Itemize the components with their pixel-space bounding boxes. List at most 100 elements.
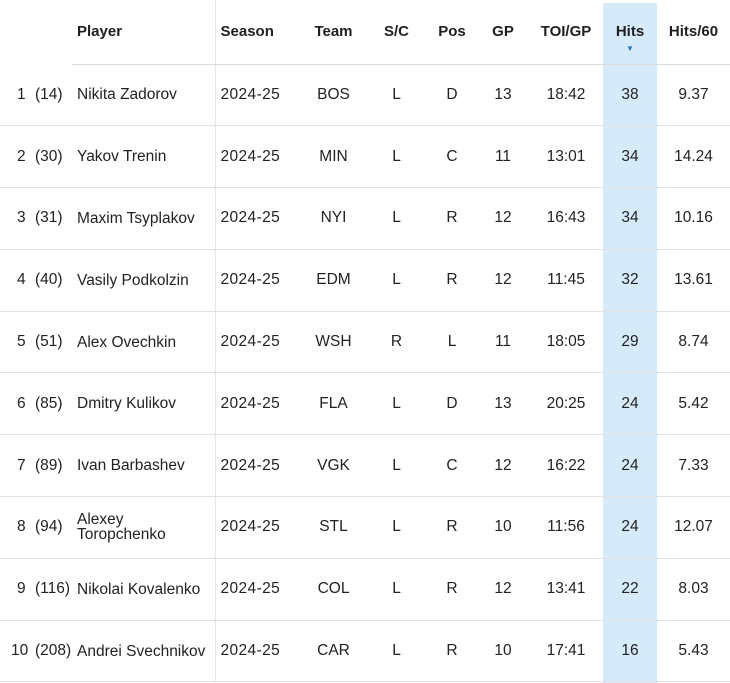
table-row[interactable]: 10 (208) Andrei Svechnikov 2024-25 CAR L R 10 17… [0, 620, 730, 683]
season-cell: 2024-25 [215, 187, 301, 250]
team-cell: MIN [301, 125, 366, 189]
header-shoots-catches[interactable]: S/C [366, 0, 427, 65]
header-games-played[interactable]: GP [477, 0, 529, 65]
team-cell: BOS [301, 64, 366, 127]
team-cell: COL [301, 558, 366, 621]
rank-cell: 4 [0, 249, 35, 312]
position-cell: D [427, 64, 477, 127]
previous-rank-cell: (31) [35, 187, 72, 250]
toi-per-gp-cell: 17:41 [529, 620, 603, 683]
header-team[interactable]: Team [301, 0, 366, 65]
season-cell: 2024-25 [215, 496, 301, 559]
hits-per-60-cell: 13.61 [657, 249, 730, 312]
shoots-catches-cell: L [366, 249, 427, 312]
table-row[interactable]: 5 (51) Alex Ovechkin 2024-25 WSH R L 11 18:05 29 8… [0, 311, 730, 374]
hits-cell: 24 [603, 434, 657, 498]
games-played-cell: 10 [477, 496, 529, 559]
team-cell: VGK [301, 434, 366, 498]
shoots-catches-cell: R [366, 311, 427, 374]
toi-per-gp-cell: 13:41 [529, 558, 603, 621]
hits-cell: 32 [603, 249, 657, 312]
table-row[interactable]: 8 (94) Alexey Toropchenko 2024-25 STL L R 10 11:… [0, 496, 730, 559]
hits-per-60-cell: 5.43 [657, 620, 730, 683]
header-season[interactable]: Season [215, 0, 301, 65]
player-name-cell[interactable]: Alex Ovechkin [72, 311, 216, 374]
table-row[interactable]: 9 (116) Nikolai Kovalenko 2024-25 COL L R 12 13:… [0, 558, 730, 621]
hits-cell: 29 [603, 311, 657, 374]
games-played-cell: 12 [477, 558, 529, 621]
header-hits[interactable]: Hits ▼ [603, 0, 657, 65]
position-cell: R [427, 187, 477, 250]
table-row[interactable]: 4 (40) Vasily Podkolzin 2024-25 EDM L R 12 11:45… [0, 249, 730, 312]
hits-per-60-cell: 8.74 [657, 311, 730, 374]
team-cell: EDM [301, 249, 366, 312]
table-row[interactable]: 6 (85) Dmitry Kulikov 2024-25 FLA L D 13 20:25 24… [0, 372, 730, 436]
header-rank [0, 0, 35, 64]
header-previous-rank [35, 0, 72, 64]
player-name-cell[interactable]: Alexey Toropchenko [72, 496, 216, 559]
position-cell: L [427, 311, 477, 374]
player-name-cell[interactable]: Andrei Svechnikov [72, 620, 216, 683]
position-cell: R [427, 496, 477, 559]
position-cell: R [427, 558, 477, 621]
player-name-cell[interactable]: Ivan Barbashev [72, 434, 216, 498]
games-played-cell: 12 [477, 434, 529, 498]
toi-per-gp-cell: 20:25 [529, 372, 603, 436]
shoots-catches-cell: L [366, 125, 427, 189]
table-header: Player Season Team S/C Pos GP TOI/GP Hit… [0, 0, 730, 65]
player-name-cell[interactable]: Yakov Trenin [72, 125, 216, 189]
shoots-catches-cell: L [366, 434, 427, 498]
rank-cell: 5 [0, 311, 35, 374]
season-cell: 2024-25 [215, 434, 301, 498]
player-name-cell[interactable]: Maxim Tsyplakov [72, 187, 216, 250]
player-name-cell[interactable]: Nikita Zadorov [72, 64, 216, 127]
toi-per-gp-cell: 16:43 [529, 187, 603, 250]
hits-cell: 24 [603, 372, 657, 436]
hits-cell: 38 [603, 64, 657, 127]
shoots-catches-cell: L [366, 558, 427, 621]
position-cell: D [427, 372, 477, 436]
hits-per-60-cell: 12.07 [657, 496, 730, 559]
rank-cell: 7 [0, 434, 35, 498]
games-played-cell: 11 [477, 125, 529, 189]
table-row[interactable]: 7 (89) Ivan Barbashev 2024-25 VGK L C 12 16:22 24… [0, 434, 730, 498]
previous-rank-cell: (51) [35, 311, 72, 374]
hits-cell: 34 [603, 125, 657, 189]
player-name-cell[interactable]: Vasily Podkolzin [72, 249, 216, 312]
hits-per-60-cell: 10.16 [657, 187, 730, 250]
games-played-cell: 11 [477, 311, 529, 374]
hits-cell: 16 [603, 620, 657, 683]
hits-cell: 24 [603, 496, 657, 559]
previous-rank-cell: (94) [35, 496, 72, 559]
header-toi-per-gp[interactable]: TOI/GP [529, 0, 603, 65]
team-cell: CAR [301, 620, 366, 683]
rank-cell: 3 [0, 187, 35, 250]
header-hits-label: Hits [615, 23, 645, 41]
toi-per-gp-cell: 11:45 [529, 249, 603, 312]
header-hits-per-60[interactable]: Hits/60 [657, 0, 730, 65]
rank-cell: 9 [0, 558, 35, 621]
team-cell: NYI [301, 187, 366, 250]
header-row: Player Season Team S/C Pos GP TOI/GP Hit… [0, 0, 730, 65]
table-row[interactable]: 3 (31) Maxim Tsyplakov 2024-25 NYI L R 12 16:43 3… [0, 187, 730, 250]
season-cell: 2024-25 [215, 558, 301, 621]
player-name-cell[interactable]: Dmitry Kulikov [72, 372, 216, 436]
shoots-catches-cell: L [366, 187, 427, 250]
hits-per-60-cell: 5.42 [657, 372, 730, 436]
games-played-cell: 12 [477, 249, 529, 312]
toi-per-gp-cell: 18:42 [529, 64, 603, 127]
hits-cell: 22 [603, 558, 657, 621]
position-cell: R [427, 249, 477, 312]
season-cell: 2024-25 [215, 620, 301, 683]
hits-per-60-cell: 9.37 [657, 64, 730, 127]
header-player[interactable]: Player [72, 0, 216, 65]
header-position[interactable]: Pos [427, 0, 477, 65]
player-name-cell[interactable]: Nikolai Kovalenko [72, 558, 216, 621]
table-row[interactable]: 2 (30) Yakov Trenin 2024-25 MIN L C 11 13:01 34 14… [0, 125, 730, 189]
previous-rank-cell: (89) [35, 434, 72, 498]
games-played-cell: 13 [477, 64, 529, 127]
table-row[interactable]: 1 (14) Nikita Zadorov 2024-25 BOS L D 13 18:42 38… [0, 64, 730, 127]
shoots-catches-cell: L [366, 372, 427, 436]
hits-cell: 34 [603, 187, 657, 250]
